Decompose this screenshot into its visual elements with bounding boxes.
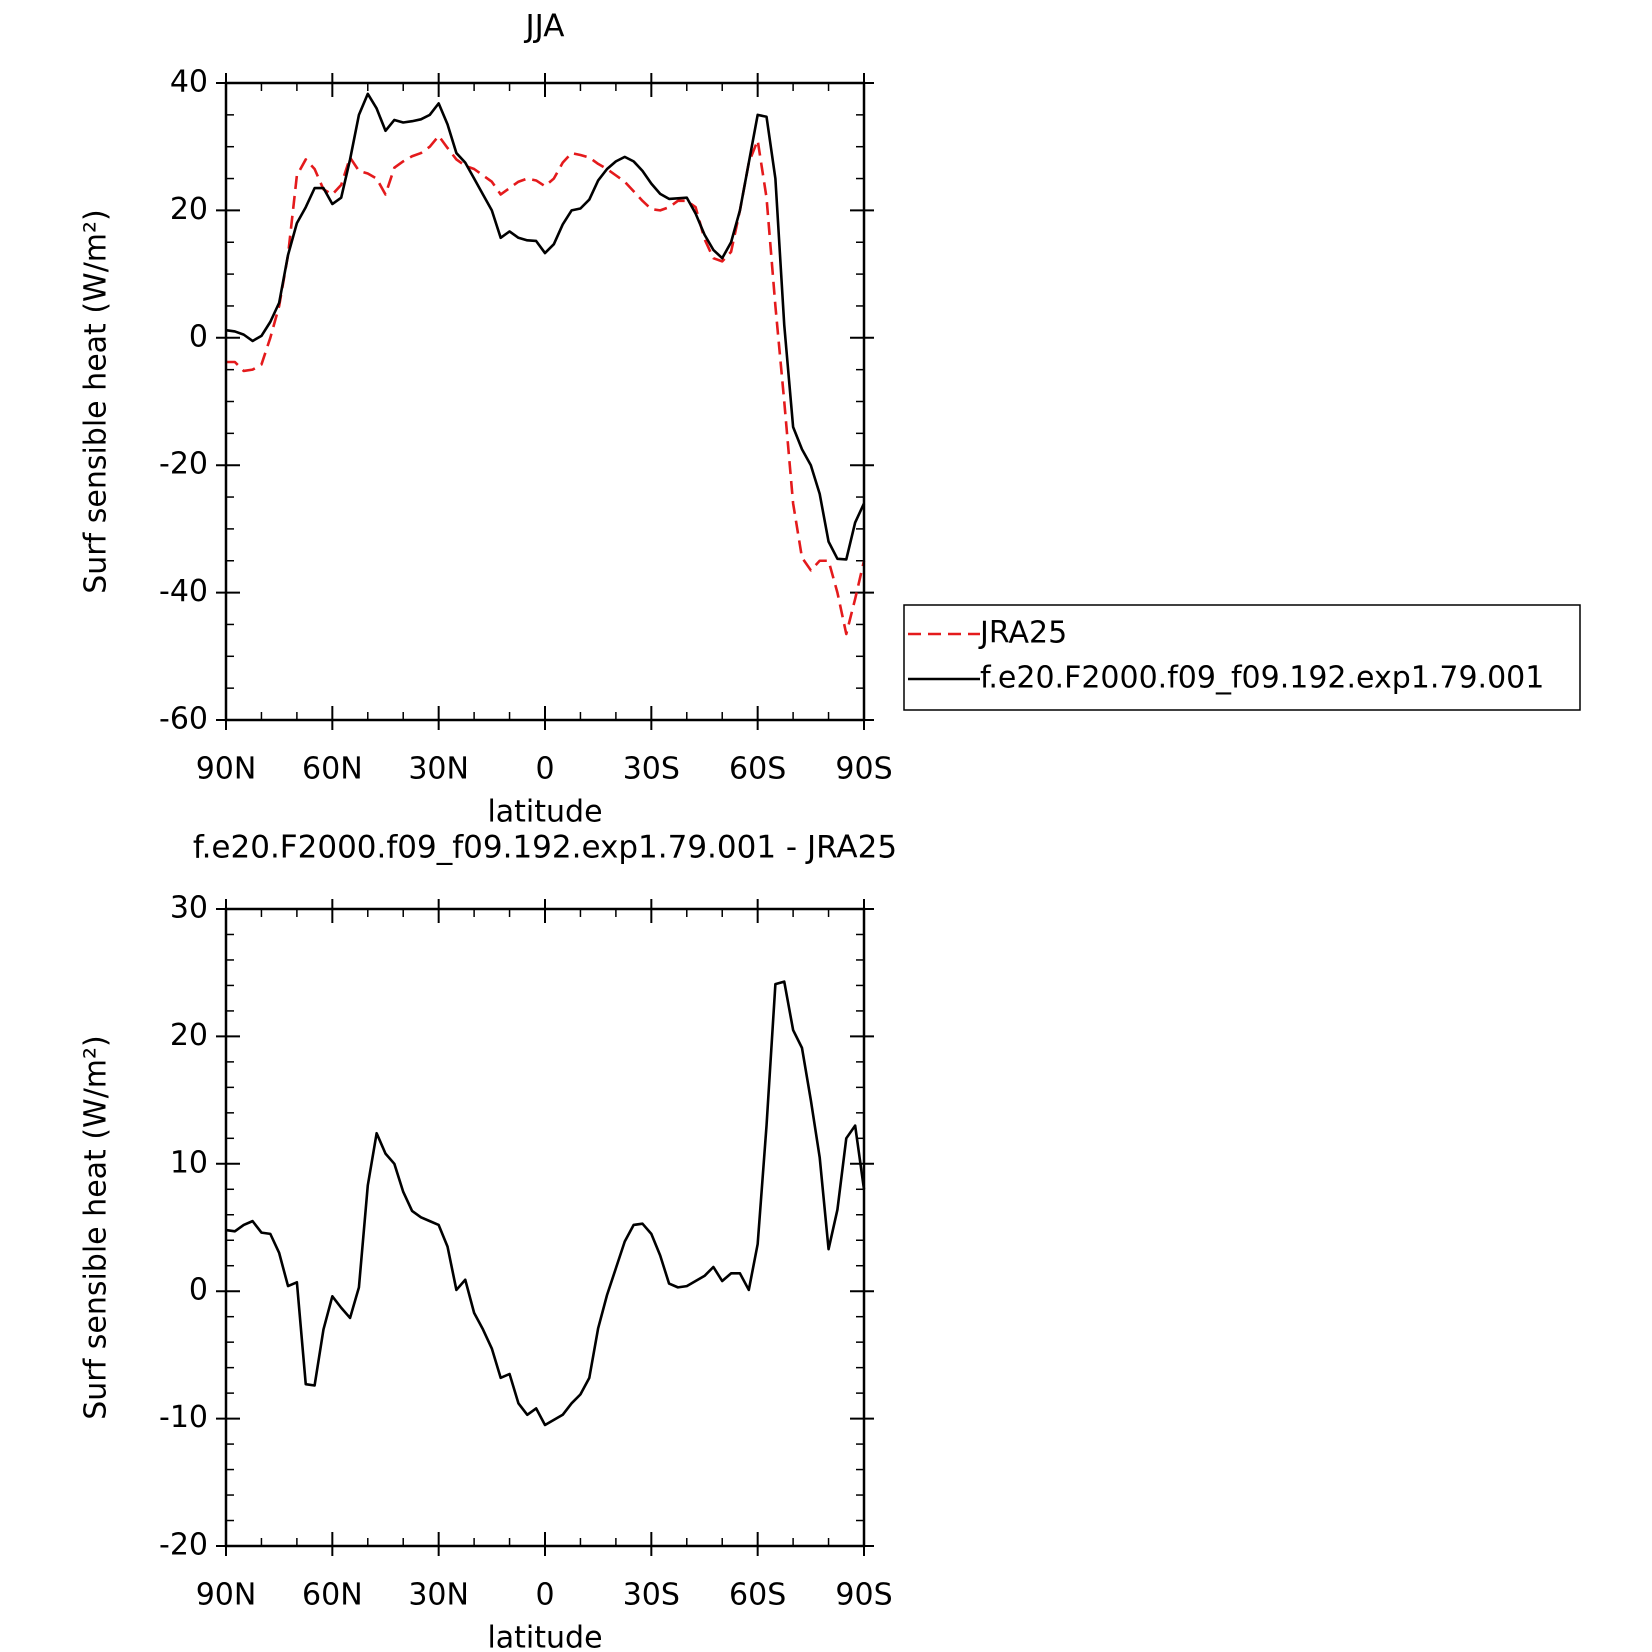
x-tick-label: 0 — [535, 752, 554, 787]
x-axis-label: latitude — [487, 1621, 602, 1652]
legend-box — [903, 604, 1581, 711]
y-tick-label: 10 — [170, 1145, 208, 1180]
y-tick-label: 40 — [170, 65, 208, 100]
plot-frame — [224, 81, 866, 722]
x-tick-label: 30S — [623, 752, 680, 787]
y-tick-label: -40 — [159, 574, 208, 609]
x-tick-label: 90S — [835, 1578, 892, 1613]
y-tick-label: -20 — [159, 1528, 208, 1563]
legend-label: f.e20.F2000.f09_f09.192.exp1.79.001 — [980, 661, 1544, 696]
x-tick-label: 60N — [302, 1578, 363, 1613]
chart-title: f.e20.F2000.f09_f09.192.exp1.79.001 - JR… — [193, 830, 897, 866]
x-axis-label: latitude — [487, 795, 602, 830]
plot-frame — [224, 907, 866, 1548]
y-tick-label: 20 — [170, 192, 208, 227]
y-axis-label: Surf sensible heat (W/m²) — [79, 209, 114, 594]
x-tick-label: 90N — [196, 1578, 257, 1613]
legend-label: JRA25 — [978, 616, 1067, 651]
y-tick-label: 20 — [170, 1018, 208, 1053]
y-tick-label: -60 — [159, 702, 208, 737]
y-tick-label: 30 — [170, 891, 208, 926]
y-tick-label: 0 — [189, 1273, 208, 1308]
x-tick-label: 30S — [623, 1578, 680, 1613]
x-tick-label: 60N — [302, 752, 363, 787]
y-tick-label: -10 — [159, 1400, 208, 1435]
x-tick-label: 30N — [408, 1578, 469, 1613]
x-tick-label: 90N — [196, 752, 257, 787]
data-line — [226, 134, 866, 636]
y-axis-label: Surf sensible heat (W/m²) — [79, 1035, 114, 1420]
y-tick-label: 0 — [189, 319, 208, 354]
x-tick-label: 30N — [408, 752, 469, 787]
x-tick-label: 60S — [729, 752, 786, 787]
x-tick-label: 60S — [729, 1578, 786, 1613]
data-line — [225, 92, 866, 561]
chart-title: JJA — [524, 9, 565, 45]
y-tick-label: -20 — [159, 447, 208, 482]
data-line — [225, 980, 866, 1427]
x-tick-label: 90S — [835, 752, 892, 787]
x-tick-label: 0 — [535, 1578, 554, 1613]
